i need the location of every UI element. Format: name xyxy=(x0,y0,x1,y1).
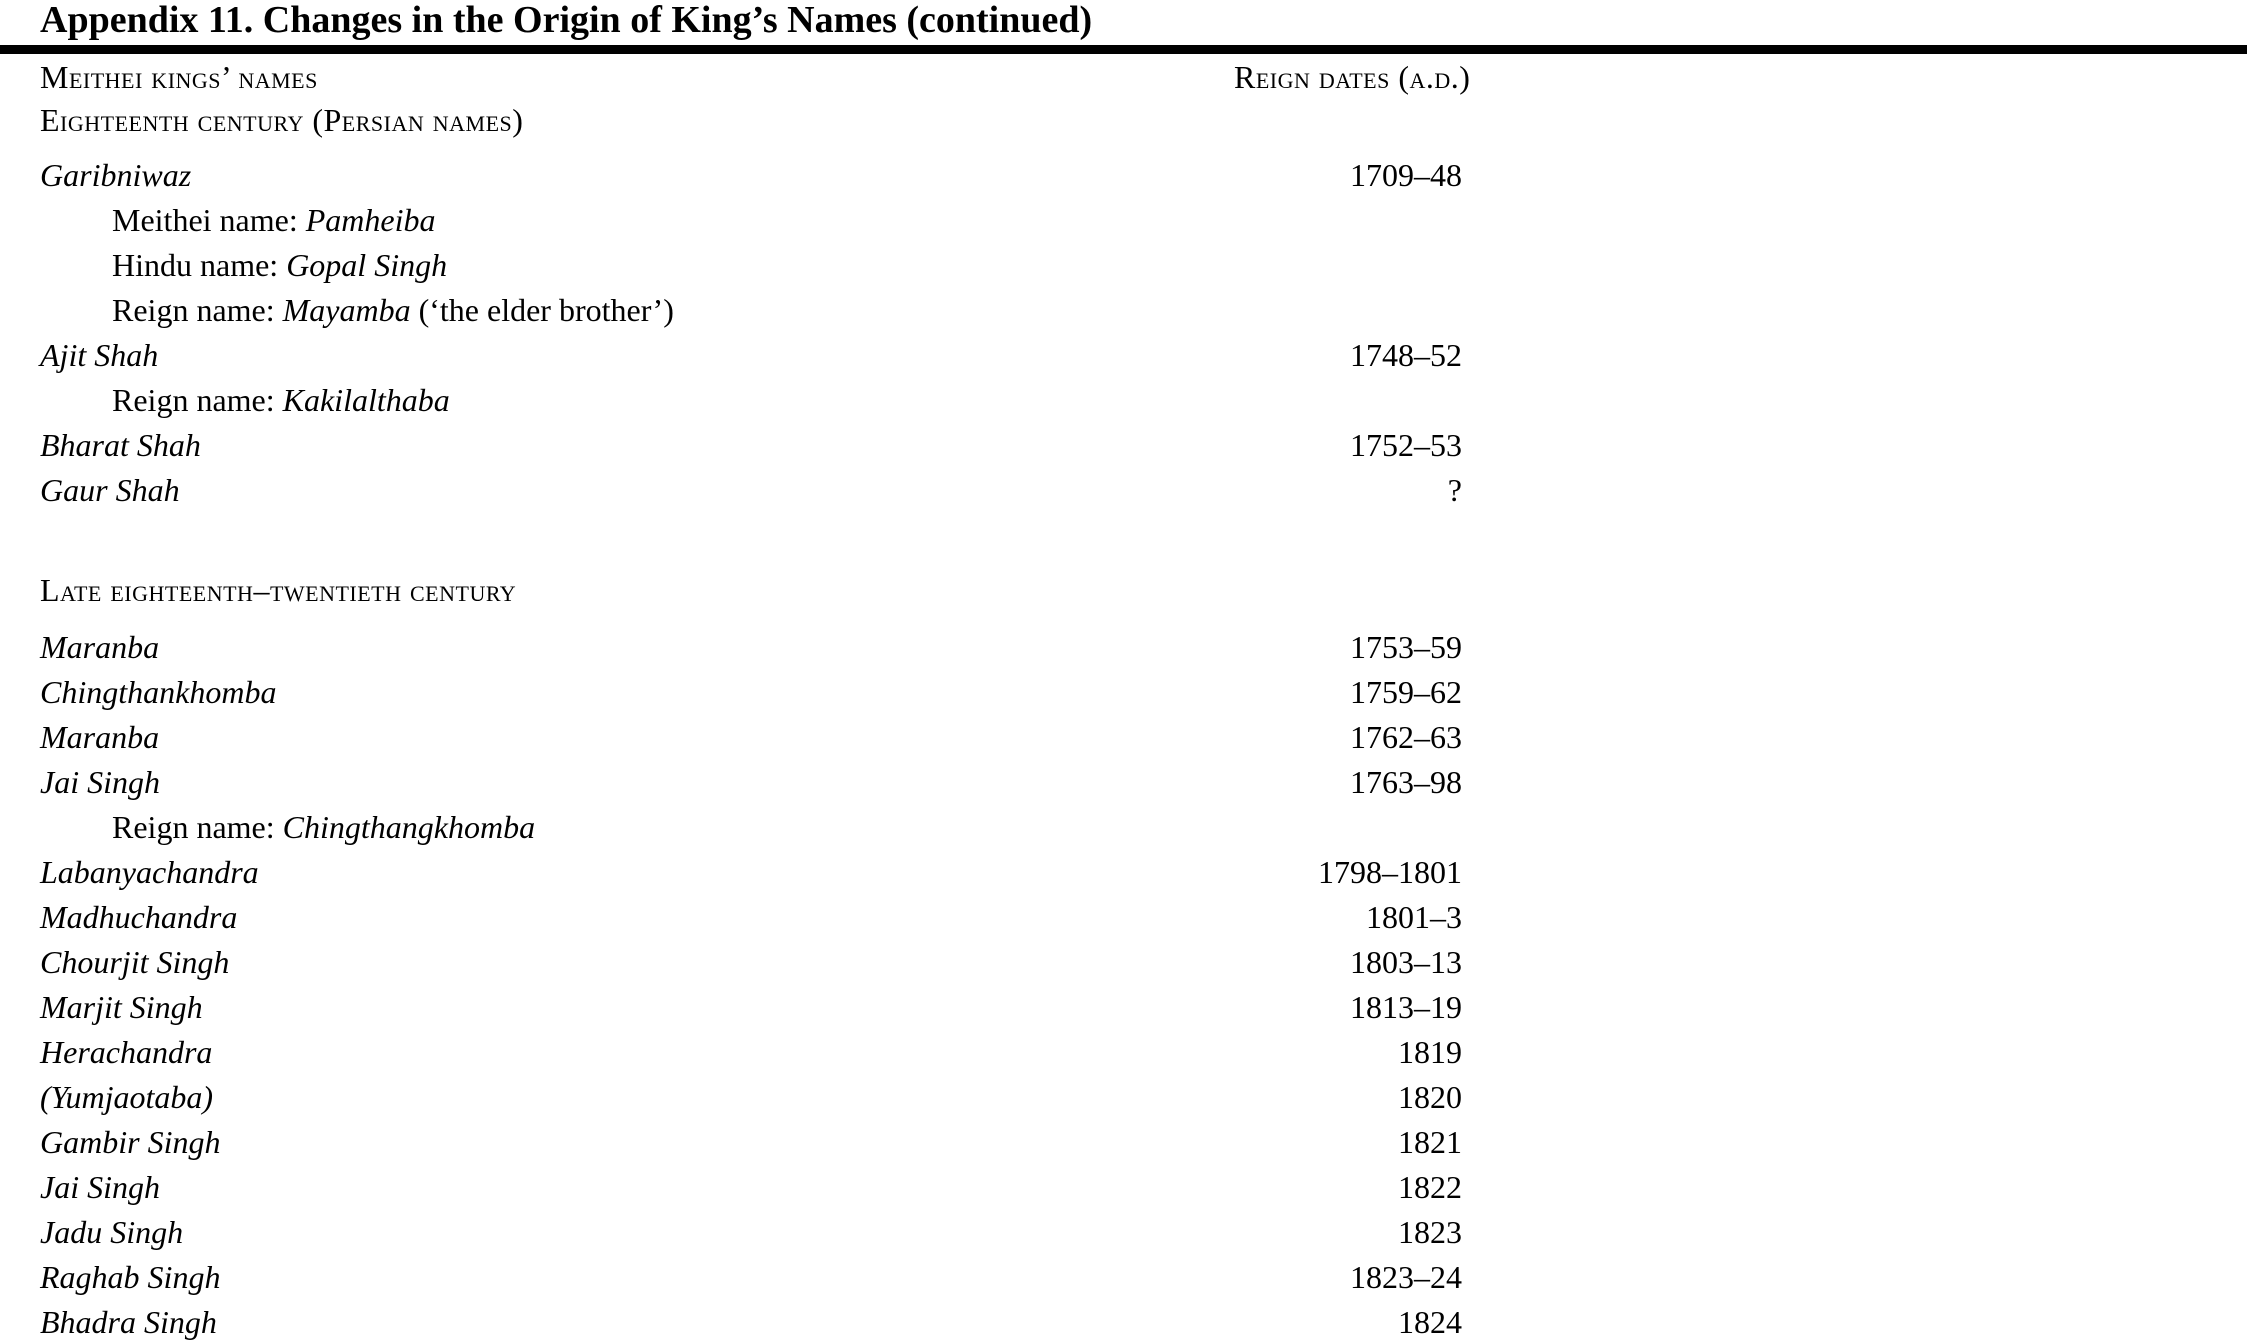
column-header-dates: Reign dates (a.d.) xyxy=(1234,59,1471,95)
page-title: Appendix 11. Changes in the Origin of Ki… xyxy=(40,0,1093,41)
section-rows: Garibniwaz 1709–48 Meithei name: Pamheib… xyxy=(0,153,1462,513)
king-row: Raghab Singh 1823–24 xyxy=(0,1255,1462,1300)
alternate-name-label: Reign name: xyxy=(112,292,283,328)
section-heading: Eighteenth century (Persian names) xyxy=(40,102,524,138)
king-name: Bhadra Singh xyxy=(40,1304,217,1340)
alternate-name-text: Reign name: Mayamba (‘the elder brother’… xyxy=(0,292,674,328)
section-heading: Late eighteenth–twentieth century xyxy=(40,572,517,608)
reign-date: 1820 xyxy=(1398,1079,1462,1115)
reign-date: 1759–62 xyxy=(1350,674,1462,710)
king-name: Garibniwaz xyxy=(40,157,192,193)
reign-date: 1801–3 xyxy=(1366,899,1462,935)
king-row: Herachandra 1819 xyxy=(0,1030,1462,1075)
alternate-name-row: Meithei name: Pamheiba xyxy=(0,198,1462,243)
reign-date: 1819 xyxy=(1398,1034,1462,1070)
king-row: Bharat Shah 1752–53 xyxy=(0,423,1462,468)
alternate-name-label: Meithei name: xyxy=(112,202,306,238)
appendix-table: Meithei kings’ names Reign dates (a.d.) … xyxy=(0,57,1470,1340)
reign-date: 1762–63 xyxy=(1350,719,1462,755)
reign-date: 1803–13 xyxy=(1350,944,1462,980)
alternate-name-label: Reign name: xyxy=(112,809,283,845)
reign-date: 1821 xyxy=(1398,1124,1462,1160)
reign-date: 1709–48 xyxy=(1350,157,1462,193)
king-name: Labanyachandra xyxy=(40,854,259,890)
king-name: Jai Singh xyxy=(40,764,160,800)
king-row: Gaur Shah ? xyxy=(0,468,1462,513)
king-name: Jai Singh xyxy=(40,1169,160,1205)
king-row: Jadu Singh 1823 xyxy=(0,1210,1462,1255)
reign-date: 1748–52 xyxy=(1350,337,1462,373)
king-name: Maranba xyxy=(40,629,160,665)
alternate-name-value: Chingthangkhomba xyxy=(282,809,536,845)
alternate-name-value: Mayamba xyxy=(282,292,411,328)
king-row: Garibniwaz 1709–48 xyxy=(0,153,1462,198)
alternate-name-value: Pamheiba xyxy=(305,202,436,238)
alternate-name-text: Meithei name: Pamheiba xyxy=(0,202,435,238)
alternate-name-text: Hindu name: Gopal Singh xyxy=(0,247,447,283)
alternate-name-value: Kakilalthaba xyxy=(282,382,450,418)
king-name: Bharat Shah xyxy=(40,427,201,463)
reign-date: 1822 xyxy=(1398,1169,1462,1205)
king-row: Maranba 1762–63 xyxy=(0,715,1462,760)
king-name: Raghab Singh xyxy=(40,1259,221,1295)
king-name: Chourjit Singh xyxy=(40,944,230,980)
king-name: Madhuchandra xyxy=(40,899,238,935)
alternate-name-label: Hindu name: xyxy=(112,247,287,283)
alternate-name-text: Reign name: Kakilalthaba xyxy=(0,382,450,418)
alternate-name-label: Reign name: xyxy=(112,382,283,418)
column-header-names: Meithei kings’ names xyxy=(40,59,318,95)
king-row: Gambir Singh 1821 xyxy=(0,1120,1462,1165)
reign-date: 1813–19 xyxy=(1350,989,1462,1025)
king-row: Labanyachandra 1798–1801 xyxy=(0,850,1462,895)
title-rule xyxy=(0,45,2247,54)
king-row: Chingthankhomba 1759–62 xyxy=(0,670,1462,715)
king-row: Jai Singh 1763–98 xyxy=(0,760,1462,805)
king-row: Chourjit Singh 1803–13 xyxy=(0,940,1462,985)
alternate-name-value: Gopal Singh xyxy=(286,247,448,283)
king-row: Maranba 1753–59 xyxy=(0,625,1462,670)
sections-root: Eighteenth century (Persian names) Garib… xyxy=(0,98,1462,1340)
king-row: (Yumjaotaba) 1820 xyxy=(0,1075,1462,1120)
king-row: Jai Singh 1822 xyxy=(0,1165,1462,1210)
king-name: Chingthankhomba xyxy=(40,674,277,710)
king-row: Marjit Singh 1813–19 xyxy=(0,985,1462,1030)
reign-date: 1753–59 xyxy=(1350,629,1462,665)
alternate-name-suffix: (‘the elder brother’) xyxy=(410,292,674,328)
table-header-row: Meithei kings’ names Reign dates (a.d.) xyxy=(0,57,1470,98)
reign-date: 1752–53 xyxy=(1350,427,1462,463)
reign-date: 1823–24 xyxy=(1350,1259,1462,1295)
king-name: Ajit Shah xyxy=(40,337,159,373)
king-name: Gaur Shah xyxy=(40,472,180,508)
king-name: Marjit Singh xyxy=(40,989,203,1025)
reign-date: 1763–98 xyxy=(1350,764,1462,800)
alternate-name-text: Reign name: Chingthangkhomba xyxy=(0,809,535,845)
king-name: Jadu Singh xyxy=(40,1214,184,1250)
alternate-name-row: Reign name: Mayamba (‘the elder brother’… xyxy=(0,288,1462,333)
reign-date: 1823 xyxy=(1398,1214,1462,1250)
century-section: Eighteenth century (Persian names) Garib… xyxy=(0,98,1462,513)
reign-date: ? xyxy=(1447,472,1462,508)
king-name: Maranba xyxy=(40,719,160,755)
century-section: Late eighteenth–twentieth century Maranb… xyxy=(0,568,1462,1340)
king-row: Madhuchandra 1801–3 xyxy=(0,895,1462,940)
reign-date: 1824 xyxy=(1398,1304,1462,1340)
alternate-name-row: Reign name: Chingthangkhomba xyxy=(0,805,1462,850)
reign-date: 1798–1801 xyxy=(1318,854,1462,890)
king-row: Bhadra Singh 1824 xyxy=(0,1300,1462,1340)
king-name: Gambir Singh xyxy=(40,1124,221,1160)
king-row: Ajit Shah 1748–52 xyxy=(0,333,1462,378)
king-name: Herachandra xyxy=(40,1034,213,1070)
section-rows: Maranba 1753–59 Chingthankhomba 1759–62 … xyxy=(0,625,1462,1340)
king-name: (Yumjaotaba) xyxy=(40,1079,214,1115)
alternate-name-row: Reign name: Kakilalthaba xyxy=(0,378,1462,423)
alternate-name-row: Hindu name: Gopal Singh xyxy=(0,243,1462,288)
